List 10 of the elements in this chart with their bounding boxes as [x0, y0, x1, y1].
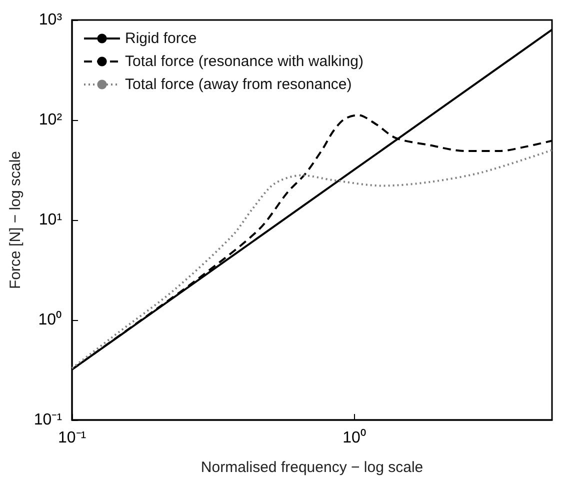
y-tick-label: 10³	[38, 12, 63, 28]
legend-label: Rigid force	[125, 30, 197, 47]
y-tick-label: 10¹	[38, 212, 62, 228]
y-axis-title: Force [N] − log scale	[7, 151, 24, 289]
legend-label: Total force (away from resonance)	[125, 76, 352, 93]
y-tick-label: 10²	[38, 112, 63, 128]
y-tick-label: 10⁰	[38, 310, 62, 328]
y-tick-label: 10⁻¹	[34, 412, 62, 428]
legend-label: Total force (resonance with walking)	[125, 53, 364, 70]
x-axis-title: Normalised frequency − log scale	[200, 459, 424, 476]
